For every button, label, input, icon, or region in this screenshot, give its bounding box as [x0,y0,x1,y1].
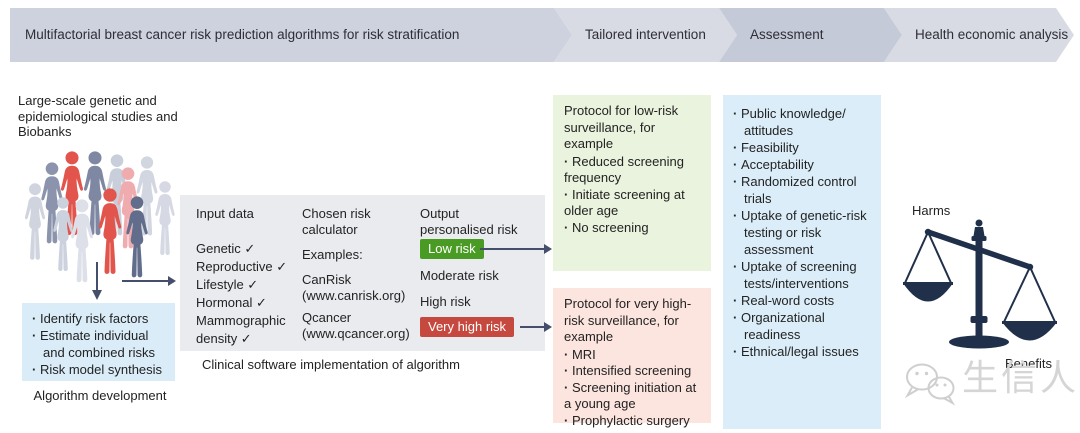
banner-step-assessment: Assessment [719,8,902,62]
banner-step-health-economic: Health economic analysis [884,8,1074,62]
wechat-icon [904,363,956,406]
list-item: Reproductive ✓ [196,259,288,274]
arrow-down-to-algorithm [92,262,102,300]
watermark-text: 生信人 [962,357,1080,398]
low-risk-badge: Low risk [420,239,484,259]
list-item: Uptake of screening tests/interventions [733,258,875,292]
low-risk-protocol-list: Reduced screening frequency Initiate scr… [564,154,703,237]
algorithm-development-box: Identify risk factors Estimate individua… [22,303,175,381]
list-item: Lifestyle ✓ [196,277,259,292]
examples-label: Examples: [302,247,363,262]
input-data-list: Genetic ✓ Reproductive ✓ Lifestyle ✓ Hor… [196,240,300,348]
banner-step-label: Tailored intervention [585,27,706,42]
biobank-title: Large-scale genetic and epidemiological … [18,93,178,139]
calculator-url: (www.canrisk.org) [302,288,406,303]
list-item: Public knowledge/ attitudes [733,105,875,139]
clinical-software-box: Input data Genetic ✓ Reproductive ✓ Life… [180,195,545,351]
banner-step-tailored-intervention: Tailored intervention [554,8,737,62]
calculator-example: Qcancer (www.qcancer.org) [302,310,410,342]
list-item: MRI [564,347,703,364]
very-high-risk-protocol-list: MRI Intensified screening Screening init… [564,347,703,430]
arrow-low-risk-to-protocol [480,244,552,254]
risk-level-very-high: Very high risk [420,317,515,337]
output-heading: Output personalised risk [420,206,518,237]
balance-scale-icon [903,219,1057,349]
calculator-example: CanRisk (www.canrisk.org) [302,272,405,304]
list-item: Feasibility [733,139,875,156]
list-item: Genetic ✓ [196,241,256,256]
list-item: Randomized control trials [733,173,875,207]
list-item: Initiate screening at older age [564,187,703,220]
low-risk-protocol-box: Protocol for low-risk surveillance, for … [553,95,711,271]
algorithm-development-caption: Algorithm development [33,388,167,403]
list-item: Ethnical/legal issues [733,343,875,360]
list-item: Risk model synthesis [32,361,169,378]
list-item: Intensified screening [564,363,703,380]
list-item: Screening initiation at a young age [564,380,703,413]
list-item: Identify risk factors [32,310,169,327]
list-item: Real-word costs [733,292,875,309]
arrow-right-to-software [122,276,176,286]
input-data-heading: Input data [196,206,254,221]
assessment-box: Public knowledge/ attitudes Feasibility … [723,95,881,429]
list-item: Acceptability [733,156,875,173]
protocol-intro: Protocol for low-risk surveillance, for … [564,103,679,151]
clinical-software-caption: Clinical software implementation of algo… [202,357,460,372]
banner-step-label: Assessment [750,27,824,42]
list-item: Mammographic density ✓ [196,313,286,346]
assessment-list: Public knowledge/ attitudes Feasibility … [733,105,875,360]
very-high-risk-badge: Very high risk [420,317,515,337]
calculator-name: Qcancer [302,310,352,325]
very-high-risk-protocol-box: Protocol for very high-risk surveillance… [553,288,711,428]
list-item: Prophylactic surgery [564,413,703,430]
list-item: Estimate individual and combined risks [32,327,169,361]
list-item: Organizational readiness [733,309,875,343]
risk-calculator-heading: Chosen risk calculator [302,206,371,237]
calculator-url: (www.qcancer.org) [302,326,410,341]
risk-level-high: High risk [420,294,471,309]
risk-calculator-column: Chosen risk calculator Examples: CanRisk… [302,195,420,351]
list-item: Hormonal ✓ [196,295,267,310]
risk-level-low: Low risk [420,239,484,259]
list-item: Reduced screening frequency [564,154,703,187]
banner-step-risk-prediction: Multifactorial breast cancer risk predic… [10,8,572,62]
banner-step-label: Multifactorial breast cancer risk predic… [25,27,460,42]
list-item: Uptake of genetic-risk testing or risk a… [733,207,875,258]
algorithm-item-list: Identify risk factors Estimate individua… [32,310,169,378]
risk-level-moderate: Moderate risk [420,268,499,283]
protocol-intro: Protocol for very high-risk surveillance… [564,296,692,344]
list-item: No screening [564,220,703,237]
banner-step-label: Health economic analysis [915,27,1069,42]
calculator-name: CanRisk [302,272,352,287]
output-risk-column: Output personalised risk Low risk Modera… [420,195,536,351]
benefits-label: Benefits [1005,356,1052,371]
input-data-column: Input data Genetic ✓ Reproductive ✓ Life… [196,195,300,351]
harms-label: Harms [912,203,951,218]
arrow-very-high-risk-to-protocol [520,322,552,332]
